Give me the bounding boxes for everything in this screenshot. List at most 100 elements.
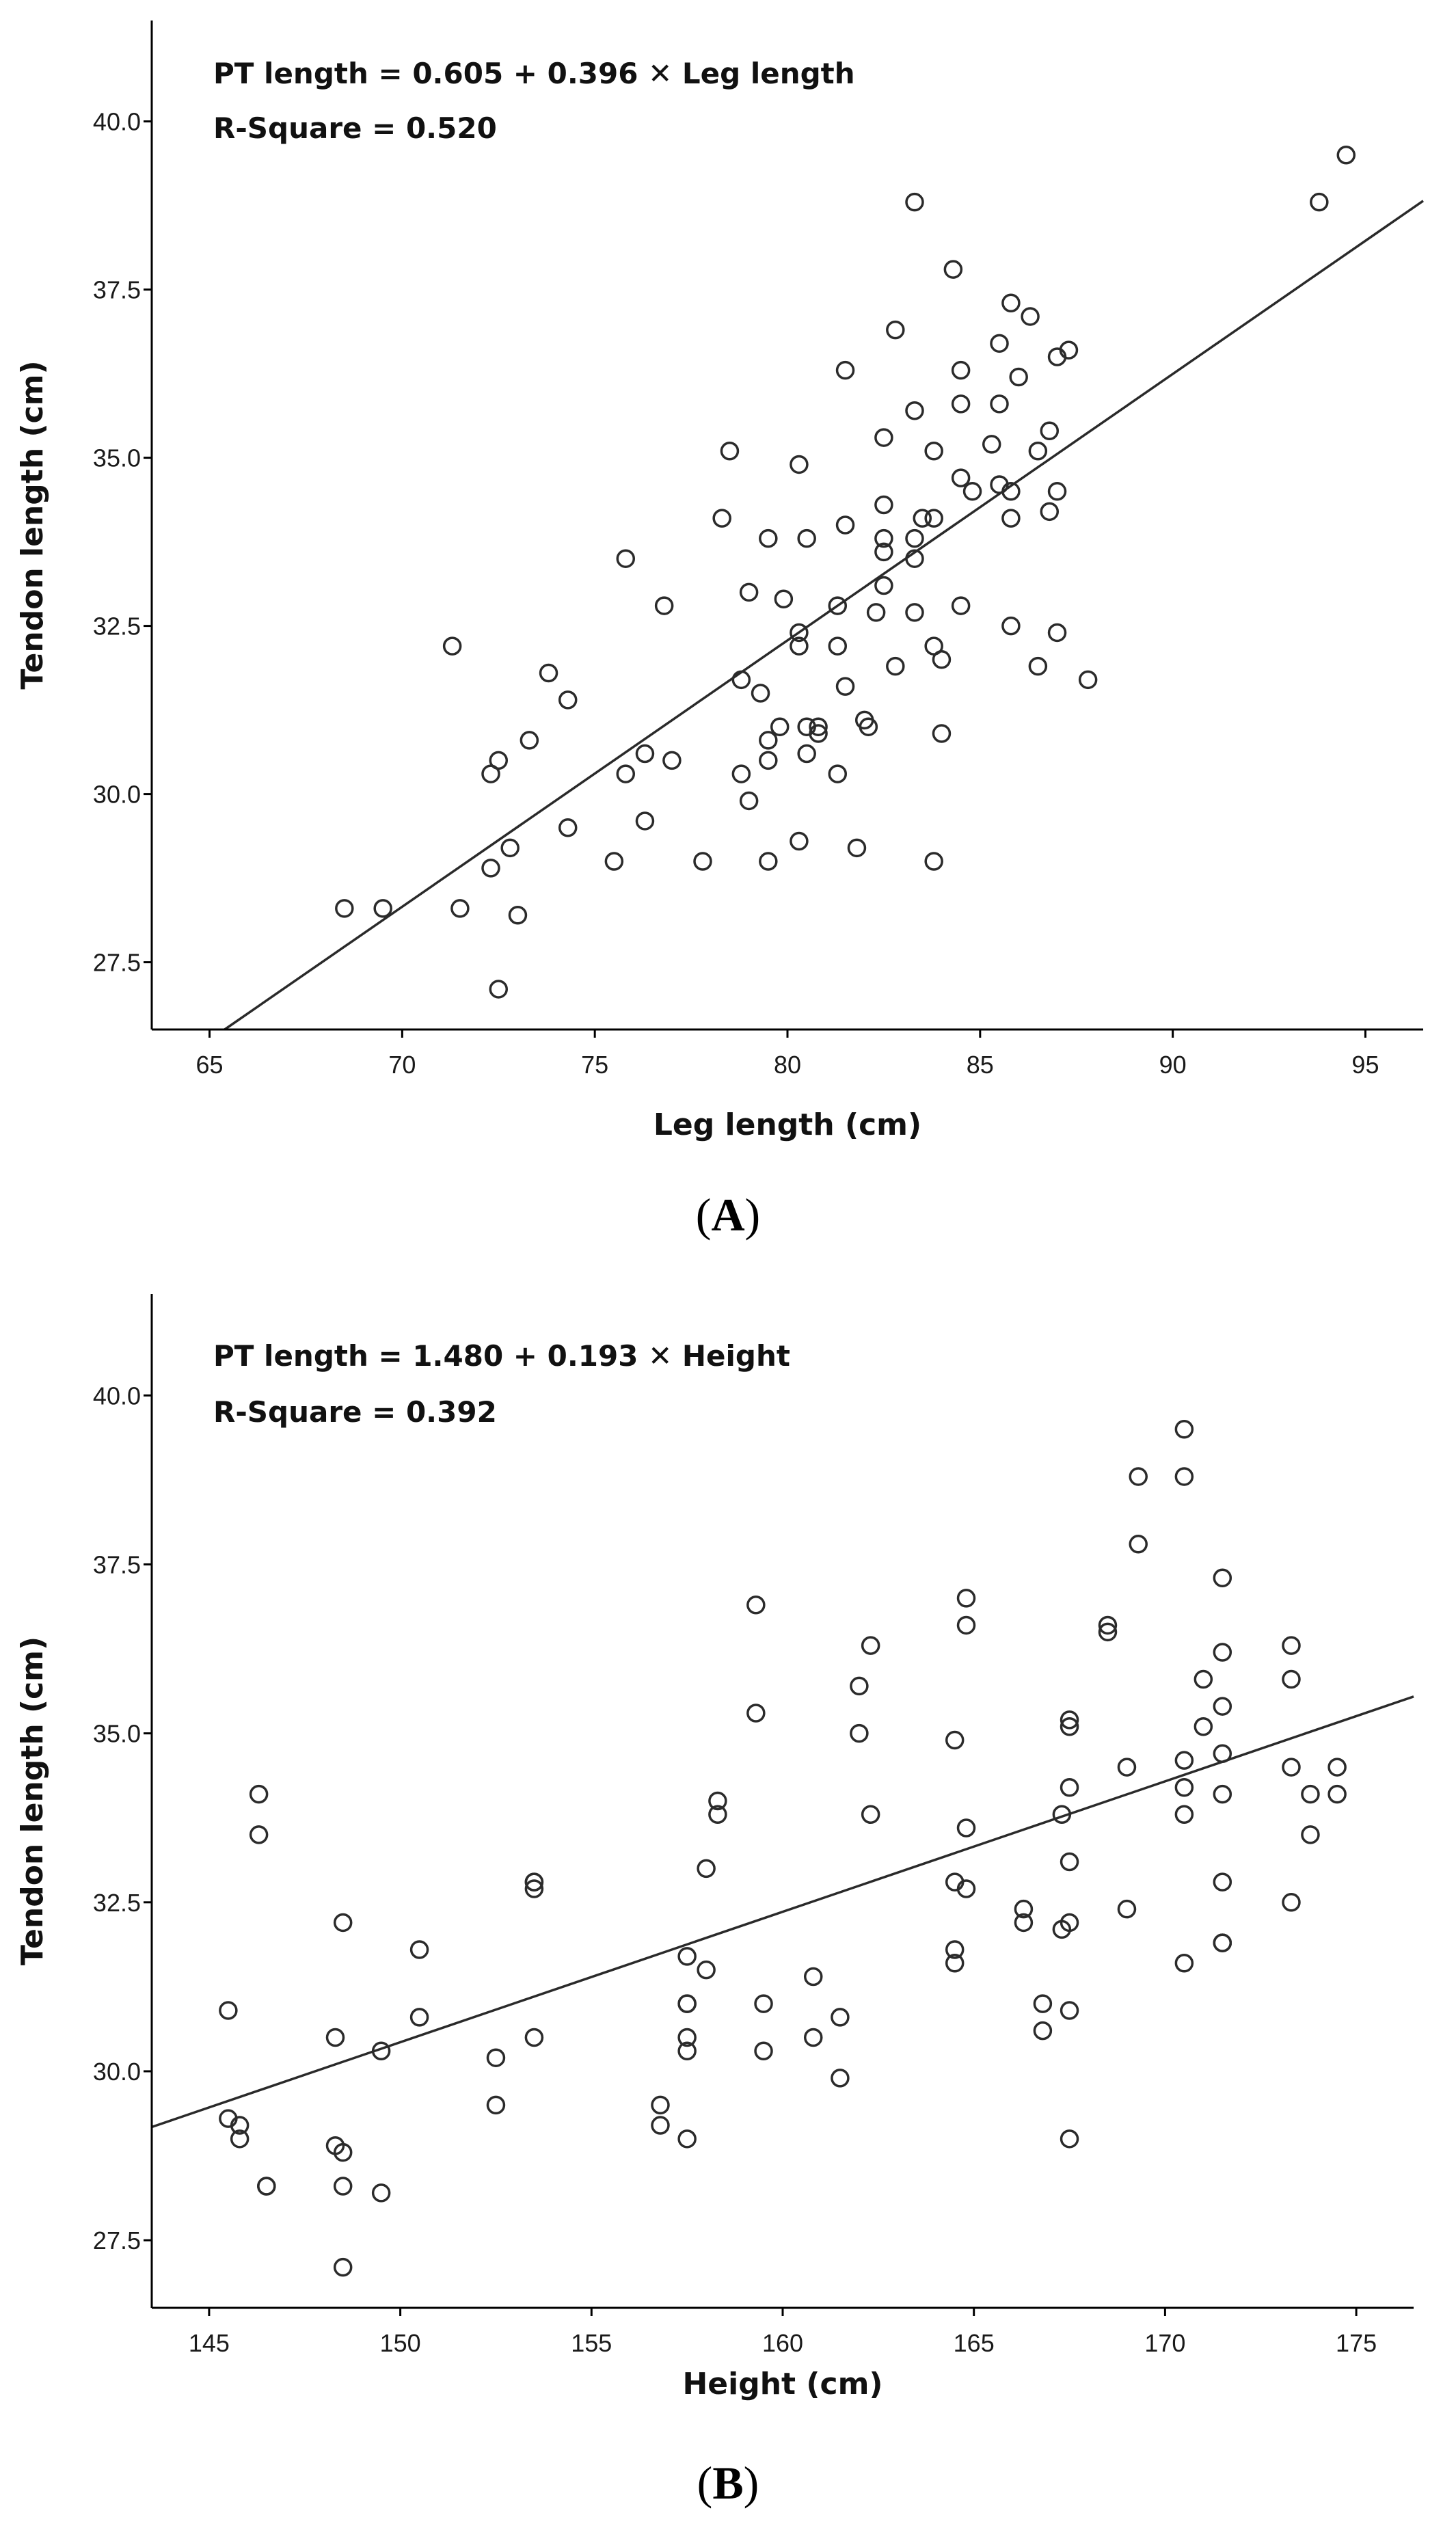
panel-a-data-point [739, 582, 759, 602]
panel-b-data-point [945, 1940, 965, 1959]
panel-a-data-point [693, 852, 712, 871]
panel-a-data-point [604, 852, 624, 871]
panel-a-data-point [874, 576, 893, 595]
panel-a-y-label: Tendon length (cm) [15, 360, 50, 689]
panel-b-x-ticks: 145 150 155 160 165 170 175 [189, 2308, 1377, 2357]
panel-b-y-tick-label: 30.0 [93, 2058, 141, 2086]
panel-b-data-point [850, 1676, 869, 1696]
panel-a-data-point [809, 724, 828, 743]
panel-a-data-point [790, 831, 809, 851]
panel-a-data-point [790, 636, 809, 656]
panel-b-label: (B) [697, 2457, 759, 2509]
panel-b-data-point [1327, 1784, 1347, 1804]
panel-a-data-point [982, 435, 1001, 454]
panel-b-data-point [1174, 1954, 1194, 1973]
panel-b-data-point [708, 1791, 727, 1811]
panel-b-data-point [861, 1805, 880, 1825]
panel-b-data-point [486, 2095, 506, 2115]
panel-a-data-point [712, 509, 731, 528]
panel-a-y-tick-label: 40.0 [93, 108, 141, 136]
panel-a-data-point [924, 442, 943, 461]
panel-b-data-point [1213, 1697, 1232, 1716]
panel-a-data-point [828, 764, 848, 783]
panel-b-data-point [1282, 1636, 1301, 1655]
panel-b-y-label: Tendon length (cm) [15, 1637, 50, 1965]
panel-b-y-tick-label: 40.0 [93, 1382, 141, 1410]
panel-a-regression-line [224, 200, 1424, 1031]
panel-a-data-point [1047, 623, 1067, 643]
panel-a-data-point [809, 717, 828, 736]
panel-a-data-point [990, 334, 1009, 353]
panel-a-data-point [481, 859, 500, 878]
panel-a-data-point [731, 764, 751, 783]
panel-a-x-label: Leg length (cm) [653, 1107, 921, 1142]
panel-b-data-point [524, 1879, 544, 1898]
panel-a-data-point [951, 360, 971, 380]
panel-b-regression-line [151, 1695, 1414, 2129]
panel-a-data-point [520, 731, 539, 750]
panel-b-data-point [1213, 1872, 1232, 1892]
panel-b-data-point [524, 2028, 544, 2047]
panel-a-x-ticks: 65 70 75 80 85 90 95 [196, 1030, 1379, 1079]
panel-b-data-point [1301, 1784, 1320, 1804]
panel-b-data-point [746, 1596, 766, 1615]
panel-a-data-point [905, 603, 924, 622]
panel-b-data-point [257, 2177, 276, 2196]
panel-a-data-point [905, 401, 924, 420]
panel-b-data-point [697, 1859, 716, 1879]
panel-b-data-point [1174, 1805, 1194, 1825]
panel-a-data-point [962, 482, 982, 501]
panel-a-data-point [1001, 293, 1021, 313]
panel-b-y-tick-label: 32.5 [93, 1889, 141, 1917]
panel-b-data-point [1301, 1825, 1320, 1844]
panel-b-data-point [956, 1589, 976, 1608]
panel-a-r-square: R-Square = 0.520 [213, 111, 497, 145]
panel-a-data-point [835, 677, 855, 696]
panel-a-data-point [616, 549, 636, 568]
panel-a-x-tick-label: 65 [196, 1051, 224, 1079]
panel-b-data-point [1098, 1622, 1118, 1642]
panel-b-data-point [333, 1913, 353, 1933]
panel-a-data-point [759, 731, 778, 750]
panel-a-data-point [797, 528, 816, 548]
panel-a-data-point [720, 442, 740, 461]
panel-b-data-point [333, 2142, 353, 2162]
panel-b-data-point [804, 2028, 823, 2047]
panel-a-y-tick-label: 30.0 [93, 781, 141, 809]
panel-a-data-point [874, 528, 893, 548]
panel-a-data-point [558, 818, 578, 837]
panel-a-data-point [924, 509, 943, 528]
panel-b-letter: B [712, 2457, 743, 2509]
panel-b-x-tick-label: 155 [571, 2329, 612, 2357]
panel-b-data-point [1174, 1777, 1194, 1797]
panel-b-data-point [861, 1636, 880, 1655]
panel-b-data-point [677, 1994, 697, 2013]
panel-a-data-point [1040, 421, 1060, 440]
panel-a-data-point [951, 468, 971, 487]
panel-b-data-point [524, 1872, 544, 1892]
panel-a-data-point [790, 623, 809, 643]
panel-a-data-point [835, 515, 855, 535]
panel-b-data-point [708, 1805, 727, 1825]
panel-a-data-point [616, 764, 636, 783]
panel-a-data-point [1021, 307, 1040, 326]
panel-a-data-point [635, 744, 655, 764]
panel-a-data-point [500, 838, 520, 858]
panel-b-data-point [754, 2041, 773, 2061]
panel-b-data-point [1117, 1899, 1137, 1919]
panel-b-data-point [1194, 1669, 1213, 1689]
panel-b-x-tick-label: 165 [954, 2329, 995, 2357]
panel-b-data-point [831, 2008, 850, 2027]
panel-a-data-point [905, 528, 924, 548]
panel-b-data-point [1060, 1717, 1079, 1736]
panel-a-data-point [373, 899, 392, 918]
panel-a-y-ticks: 27.5 30.0 32.5 35.0 37.5 40.0 [93, 108, 152, 977]
panel-a-data-point [990, 394, 1009, 414]
panel-b-data-point [1174, 1419, 1194, 1439]
panel-a-x-tick-label: 80 [774, 1051, 801, 1079]
panel-a-data-point [1028, 442, 1048, 461]
panel-a-data-point [558, 690, 578, 710]
panel-a-data-point [774, 589, 794, 608]
panel-a-data-point [1028, 656, 1048, 676]
panel-b-data-point [956, 1879, 976, 1898]
